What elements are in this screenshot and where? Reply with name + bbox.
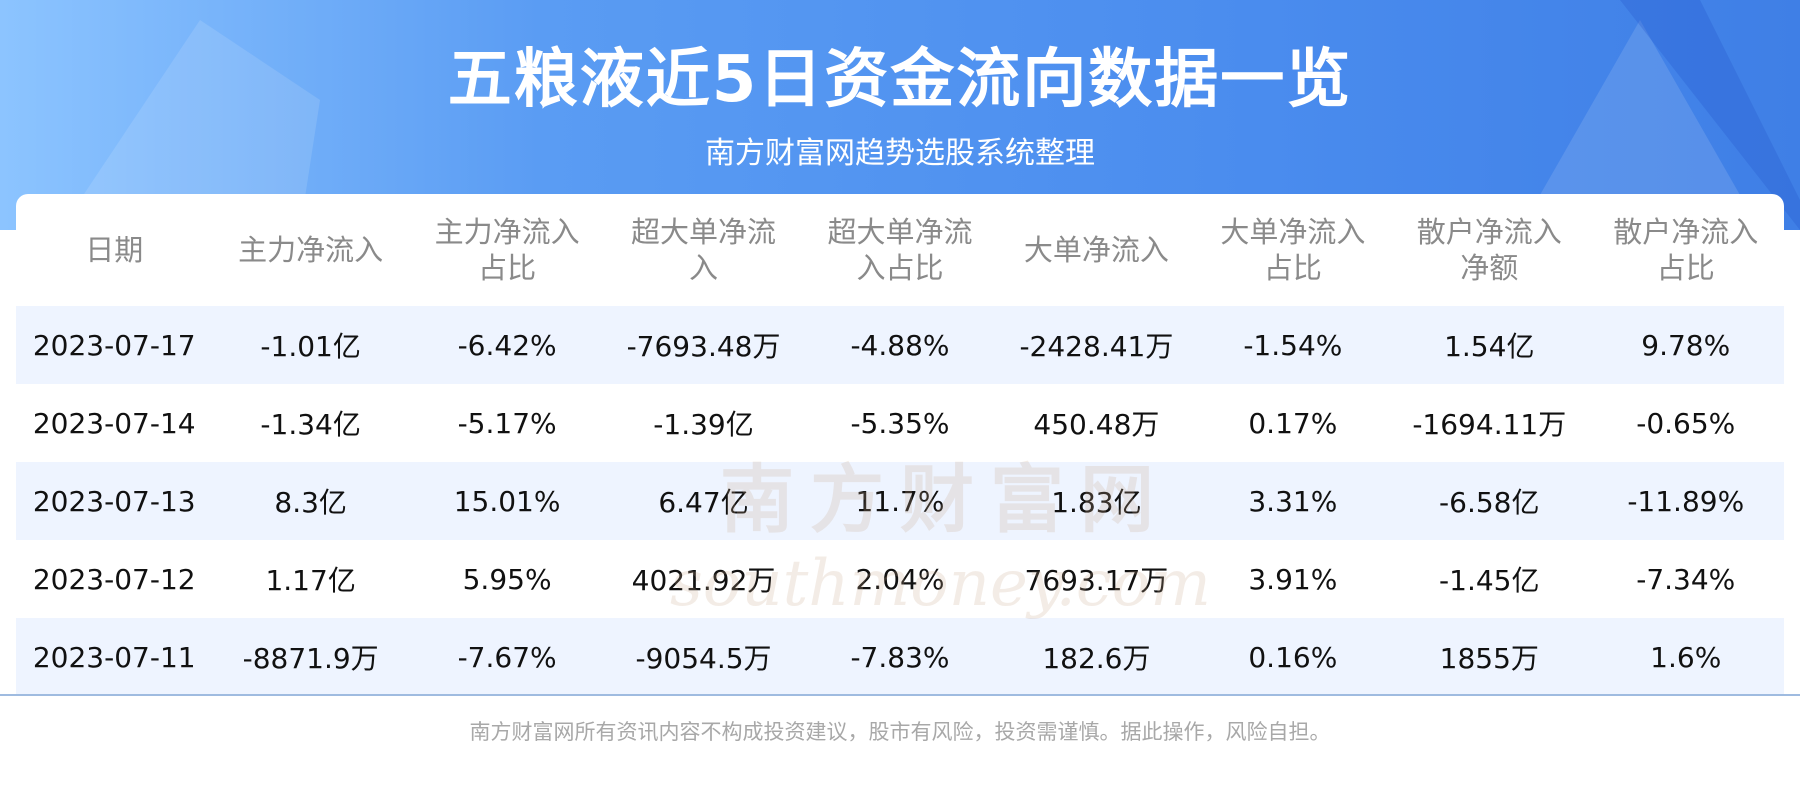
- column-header-text: 超大单净流入: [631, 215, 777, 285]
- table-cell: 450.48万: [1033, 408, 1160, 441]
- column-header: 超大单净流入占比: [802, 194, 998, 306]
- table-card: 日期 主力净流入 主力净流入占比 超大单净流入 超大单净流入占比 大单净流入 大单净流入占比…: [16, 194, 1784, 714]
- disclaimer: 南方财富网所有资讯内容不构成投资建议，股市有风险，投资需谨慎。据此操作，风险自担…: [469, 720, 1331, 744]
- column-header: 主力净流入: [212, 194, 408, 306]
- table-cell: 182.6万: [998, 618, 1195, 696]
- table-cell: -9054.5万: [605, 618, 802, 696]
- table-cell: -5.17%: [457, 406, 557, 440]
- column-header: 大单净流入占比: [1195, 194, 1391, 306]
- divider: [0, 694, 1800, 696]
- table-cell: 1.54亿: [1391, 306, 1588, 384]
- column-header-text: 散户净流入占比: [1613, 215, 1759, 285]
- table-cell: 2023-07-11: [16, 618, 213, 696]
- table-row: 2023-07-11 -8871.9万 -7.67% -9054.5万 -7.83% 18…: [16, 618, 1784, 696]
- table-cell: -11.89%: [1587, 462, 1784, 540]
- column-header-text: 主力净流入占比: [434, 215, 580, 285]
- table-cell: 1.17亿: [265, 564, 356, 597]
- column-header-text: 超大单净流入占比: [827, 215, 973, 285]
- table-cell: 2.04%: [855, 562, 945, 596]
- table-cell: 7693.17万: [1024, 564, 1169, 597]
- column-header-text: 主力净流入: [238, 233, 384, 267]
- table-cell: -1.39亿: [653, 408, 754, 441]
- table-cell: 1.6%: [1587, 618, 1784, 696]
- table-cell: 2023-07-13: [16, 462, 213, 540]
- table-cell: 5.95%: [462, 562, 552, 596]
- table-cell: 2023-07-12: [32, 562, 196, 596]
- table-cell: 0.17%: [1248, 406, 1338, 440]
- table-cell: 3.31%: [1194, 462, 1392, 540]
- table-cell: -1694.11万: [1412, 408, 1567, 441]
- table-cell: -1.54%: [1194, 306, 1392, 384]
- table-cell: -5.35%: [850, 406, 950, 440]
- table-cell: -7.83%: [801, 618, 999, 696]
- table-cell: 1.83亿: [998, 462, 1195, 540]
- banner-decoration: [60, 0, 1800, 230]
- column-header-text: 散户净流入净额: [1416, 215, 1562, 285]
- table-row: 2023-07-13 8.3亿 15.01% 6.47亿 11.7% 1.83亿 3.31%…: [16, 462, 1784, 540]
- table-cell: -7.34%: [1636, 562, 1736, 596]
- table-cell: 2023-07-17: [16, 306, 213, 384]
- column-header: 散户净流入净额: [1391, 194, 1587, 306]
- table-cell: 9.78%: [1587, 306, 1784, 384]
- table-row: 2023-07-14 -1.34亿 -5.17% -1.39亿 -5.35% 450.48…: [16, 384, 1784, 462]
- table-row: 2023-07-12 1.17亿 5.95% 4021.92万 2.04% 7693.17…: [16, 540, 1784, 618]
- table-cell: 6.47亿: [605, 462, 802, 540]
- table-cell: 1855万: [1391, 618, 1588, 696]
- column-header: 主力净流入占比: [409, 194, 605, 306]
- data-table: 日期 主力净流入 主力净流入占比 超大单净流入 超大单净流入占比 大单净流入 大单净流入占比…: [16, 194, 1784, 696]
- table-cell: -0.65%: [1636, 406, 1736, 440]
- table-cell: 4021.92万: [631, 564, 776, 597]
- table-cell: 11.7%: [801, 462, 999, 540]
- table-cell: 3.91%: [1248, 562, 1338, 596]
- table-cell: -1.34亿: [260, 408, 361, 441]
- column-header: 散户净流入占比: [1588, 194, 1785, 306]
- column-header: 大单净流入: [998, 194, 1194, 306]
- table-cell: 8.3亿: [212, 462, 409, 540]
- column-header: 超大单净流入: [605, 194, 801, 306]
- table-cell: -1.01亿: [212, 306, 409, 384]
- table-cell: -1.45亿: [1439, 564, 1540, 597]
- subtitle: 南方财富网趋势选股系统整理: [705, 136, 1095, 171]
- table-row: 2023-07-17 -1.01亿 -6.42% -7693.48万 -4.88% -24…: [16, 306, 1784, 384]
- table-cell: 2023-07-14: [32, 406, 196, 440]
- table-cell: -8871.9万: [212, 618, 409, 696]
- column-header: 日期: [16, 194, 212, 306]
- title: 五粮液近5日资金流向数据一览: [447, 43, 1353, 117]
- table-cell: 0.16%: [1194, 618, 1392, 696]
- header-banner: [0, 0, 1800, 230]
- table-cell: -6.58亿: [1391, 462, 1588, 540]
- column-header-text: 日期: [85, 233, 144, 267]
- header-row: 日期 主力净流入 主力净流入占比 超大单净流入 超大单净流入占比 大单净流入 大单净流入占比…: [16, 194, 1784, 306]
- column-header-text: 大单净流入占比: [1220, 215, 1366, 285]
- table-cell: -7.67%: [408, 618, 606, 696]
- column-header-text: 大单净流入: [1023, 233, 1169, 267]
- table-cell: 15.01%: [408, 462, 606, 540]
- table-cell: -6.42%: [408, 306, 606, 384]
- table-cell: -4.88%: [801, 306, 999, 384]
- table-cell: -2428.41万: [998, 306, 1195, 384]
- table-cell: -7693.48万: [605, 306, 802, 384]
